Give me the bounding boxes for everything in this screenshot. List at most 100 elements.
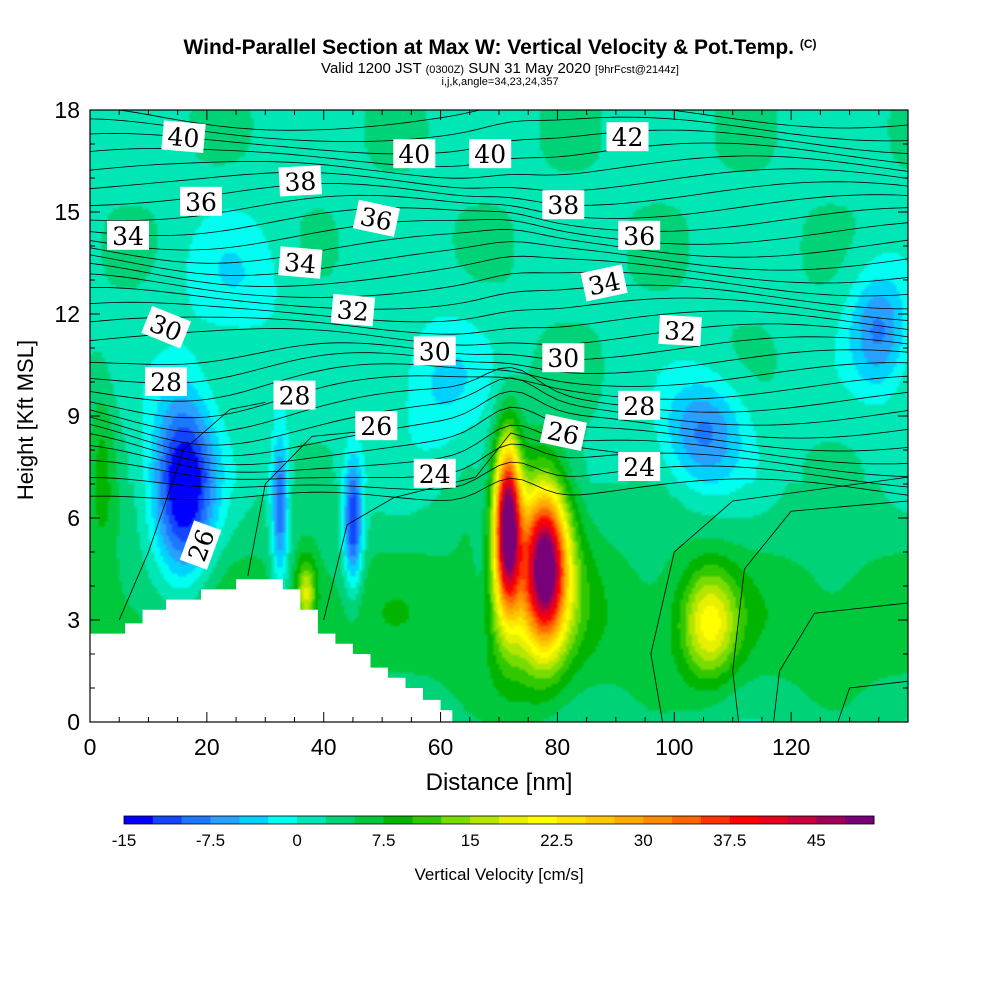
theta-contour-label: 26 (539, 413, 587, 452)
colorbar-swatch (354, 816, 385, 824)
svg-text:30: 30 (419, 337, 451, 366)
theta-contour-line (90, 219, 908, 251)
svg-text:40: 40 (166, 122, 200, 154)
y-tick-label: 9 (67, 403, 80, 429)
theta-contour-label: 32 (658, 314, 702, 347)
colorbar-swatch (585, 816, 615, 824)
svg-text:38: 38 (284, 167, 317, 198)
svg-text:36: 36 (358, 202, 395, 237)
theta-contour-line (650, 476, 908, 722)
svg-text:28: 28 (150, 368, 182, 397)
svg-text:34: 34 (112, 222, 144, 251)
theta-contour-label: 42 (606, 122, 649, 152)
svg-text:28: 28 (279, 382, 311, 411)
colorbar-swatch (210, 816, 240, 824)
theta-contour-line (90, 349, 908, 384)
svg-text:24: 24 (623, 453, 655, 482)
svg-text:36: 36 (623, 222, 655, 251)
colorbar-label: Vertical Velocity [cm/s] (414, 865, 583, 884)
svg-text:30: 30 (547, 344, 579, 373)
theta-contour-label: 26 (355, 411, 398, 441)
colorbar-swatch (787, 816, 817, 824)
x-tick-label: 100 (655, 734, 693, 760)
potential-temperature-contours (90, 110, 908, 722)
theta-contour-label: 38 (542, 190, 585, 220)
theta-contour-line (90, 194, 908, 221)
theta-contour-line (90, 406, 908, 466)
theta-contour-label: 28 (145, 367, 187, 397)
theta-contour-label: 34 (278, 246, 323, 279)
theta-contour-label: 36 (352, 199, 400, 237)
theta-contour-line (90, 284, 908, 310)
y-tick-label: 0 (67, 709, 80, 735)
svg-text:28: 28 (623, 392, 655, 421)
colorbar: -15 -7.5 0 7.5 15 22.5 30 37.5 45 (112, 815, 875, 850)
colorbar-tick-label: 45 (807, 831, 826, 850)
chart-title: Wind-Parallel Section at Max W: Vertical… (183, 36, 817, 59)
theta-contour-label: 40 (469, 139, 512, 169)
colorbar-swatch (383, 816, 413, 824)
svg-text:26: 26 (360, 412, 392, 441)
theta-contour-label: 28 (273, 380, 316, 411)
theta-contour-line (837, 680, 908, 722)
colorbar-swatch (845, 816, 875, 824)
colorbar-swatch (499, 816, 529, 824)
theta-contour-line (90, 271, 908, 298)
x-tick-label: 20 (194, 734, 220, 760)
colorbar-swatch (816, 816, 846, 824)
theta-contour-line (90, 155, 908, 179)
theta-contour-line (90, 181, 908, 207)
theta-contour-label: 30 (542, 343, 585, 373)
colorbar-swatch (412, 816, 442, 824)
svg-text:32: 32 (663, 316, 696, 347)
svg-text:40: 40 (474, 140, 506, 169)
colorbar-tick-label: -7.5 (196, 831, 225, 850)
colorbar-swatch (124, 816, 154, 824)
theta-contour-label: 40 (161, 120, 206, 154)
colorbar-swatch (556, 816, 586, 824)
theta-contour-line (90, 390, 908, 457)
theta-contour-line (732, 500, 908, 722)
theta-contour-line (90, 377, 908, 446)
theta-contour-label: 24 (618, 452, 661, 482)
colorbar-swatch (268, 816, 298, 824)
theta-contour-line (90, 310, 908, 335)
theta-contour-line (90, 207, 908, 237)
theta-contour-line (90, 229, 908, 264)
theta-contour-label: 32 (330, 293, 376, 327)
x-tick-label: 40 (311, 734, 337, 760)
colorbar-tick-label: 15 (461, 831, 480, 850)
colorbar-tick-label: 30 (634, 831, 653, 850)
svg-text:32: 32 (336, 295, 370, 327)
y-tick-label: 6 (67, 505, 80, 531)
theta-contour-line (118, 402, 266, 621)
theta-contour-line (90, 116, 908, 142)
theta-contour-label: 28 (618, 390, 661, 421)
colorbar-tick-label: 37.5 (713, 831, 746, 850)
chart-subtitle-indices: i,j,k,angle=34,23,24,357 (441, 76, 559, 88)
colorbar-swatch (729, 816, 760, 824)
theta-contour-line (90, 323, 908, 346)
colorbar-swatch (700, 816, 731, 824)
svg-text:34: 34 (586, 266, 623, 301)
colorbar-swatch (643, 816, 673, 824)
theta-contour-label: 34 (580, 264, 628, 302)
x-tick-label: 60 (428, 734, 454, 760)
theta-contour-line (773, 602, 908, 722)
colorbar-swatch (181, 816, 211, 824)
colorbar-swatch (152, 816, 183, 824)
theta-contour-line (116, 110, 908, 131)
terrain-mask (90, 579, 908, 722)
colorbar-swatch (470, 816, 500, 824)
theta-contour-label: 40 (393, 139, 436, 169)
colorbar-swatch (672, 816, 702, 824)
y-tick-label: 15 (54, 199, 80, 225)
colorbar-swatch (614, 816, 644, 824)
svg-text:26: 26 (545, 416, 582, 451)
colorbar-frame (123, 815, 875, 825)
colorbar-tick-label: 0 (292, 831, 301, 850)
theta-contour-line (90, 424, 908, 473)
x-tick-label: 0 (84, 734, 97, 760)
colorbar-tick-label: 22.5 (540, 831, 573, 850)
